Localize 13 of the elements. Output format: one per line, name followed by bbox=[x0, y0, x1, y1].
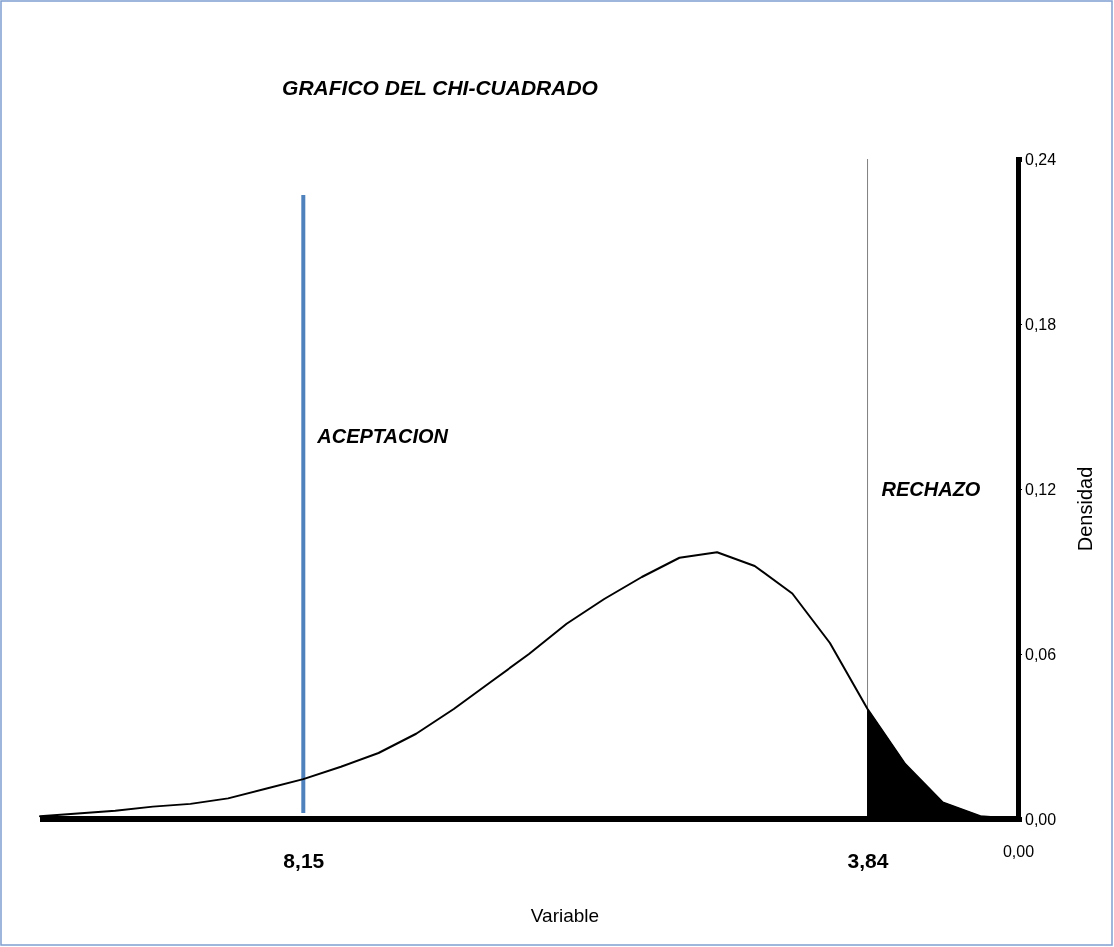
y-tick-label: 0,18 bbox=[1025, 315, 1057, 333]
y-tick-label: 0,06 bbox=[1025, 645, 1057, 663]
y-axis-title: Densidad bbox=[1074, 466, 1096, 552]
y-tick-label: 0,12 bbox=[1025, 480, 1057, 498]
x-axis-title: Variable bbox=[530, 905, 600, 926]
x-tick-label: 8,15 bbox=[283, 849, 325, 873]
annotation: RECHAZO bbox=[881, 477, 981, 500]
x-tick-label: 3,84 bbox=[847, 849, 889, 873]
x-tick-label: 0,00 bbox=[1002, 843, 1035, 861]
y-tick-label: 0,00 bbox=[1025, 810, 1057, 828]
annotation: ACEPTACION bbox=[316, 424, 449, 447]
chart-title: GRAFICO DEL CHI-CUADRADO bbox=[282, 76, 598, 99]
y-tick-label: 0,24 bbox=[1025, 150, 1057, 168]
